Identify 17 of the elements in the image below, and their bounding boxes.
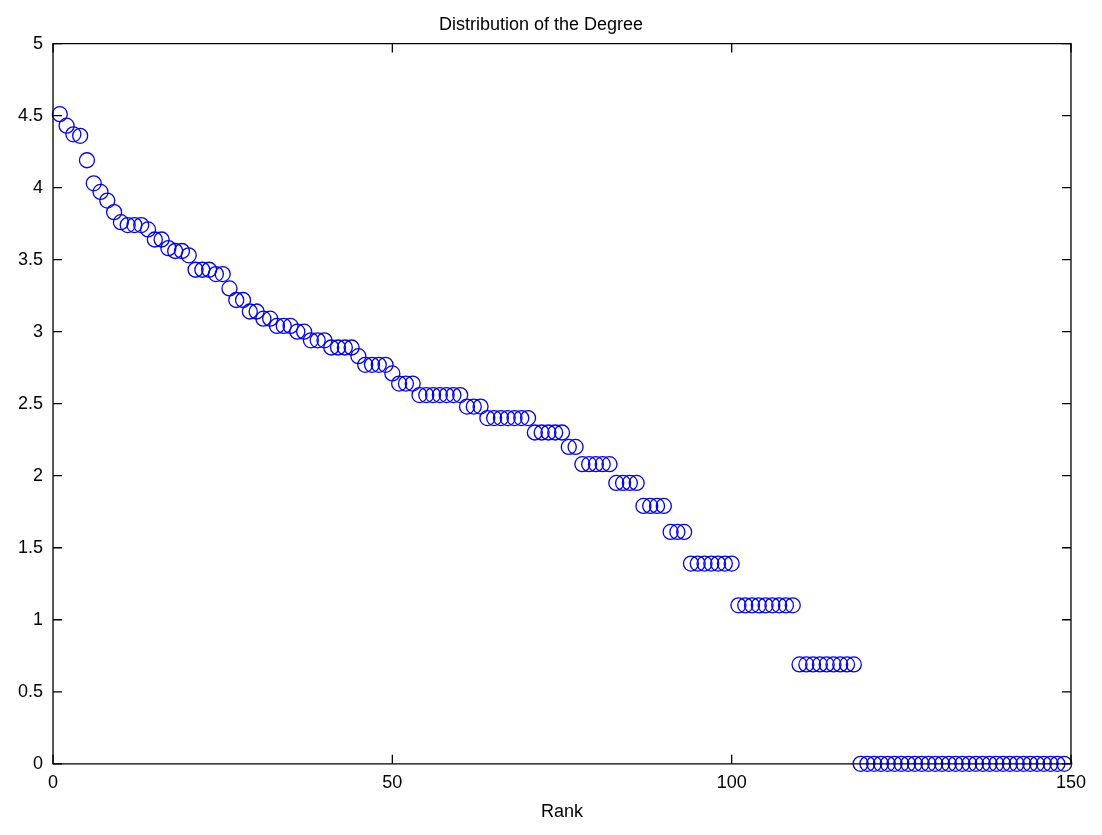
x-axis-title: Rank (540, 801, 585, 822)
x-tick-label: 100 (716, 771, 747, 792)
chart-title: Distribution of the Degree (438, 13, 644, 34)
y-tick-label: 5 (33, 32, 44, 53)
y-tick-label: 3 (33, 320, 44, 341)
x-tick-label: 50 (382, 771, 403, 792)
y-tick-label: 0 (33, 752, 44, 773)
x-tick-label: 150 (1055, 771, 1087, 792)
y-tick-label: 2.5 (17, 392, 44, 413)
y-tick-label: 1.5 (17, 536, 44, 557)
y-tick-label: 1 (33, 608, 44, 629)
y-tick-label: 0.5 (17, 680, 44, 701)
y-tick-label: 3.5 (17, 248, 44, 269)
y-tick-label: 4 (33, 176, 44, 197)
y-tick-label: 2 (33, 464, 44, 485)
x-tick-label: 0 (48, 771, 59, 792)
y-tick-label: 4.5 (17, 104, 44, 125)
